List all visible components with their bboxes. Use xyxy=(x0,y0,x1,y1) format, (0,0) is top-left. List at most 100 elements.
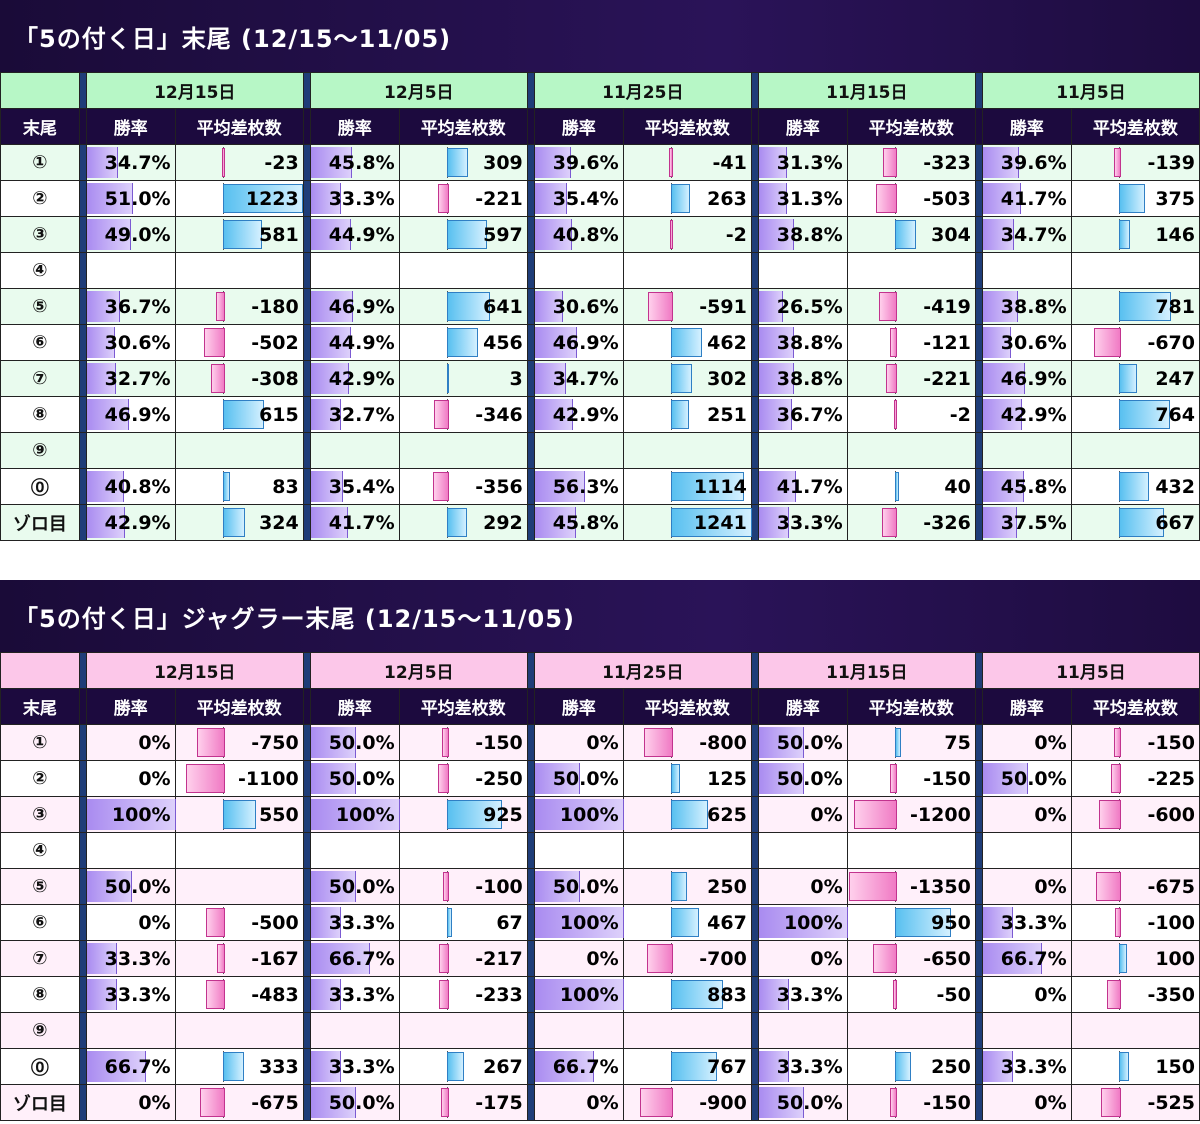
column-separator xyxy=(526,796,535,833)
avg-diff-bar xyxy=(670,364,693,393)
column-separator xyxy=(750,396,759,433)
win-rate-value: 32.7% xyxy=(104,367,171,390)
avg-diff-value: 432 xyxy=(1155,475,1195,498)
avg-diff-value: -180 xyxy=(251,295,299,318)
avg-diff-bar xyxy=(878,292,897,321)
win-rate-bar xyxy=(758,907,848,938)
win-rate-bar xyxy=(310,763,356,794)
win-rate-bar xyxy=(982,291,1018,322)
win-rate-cell: 56.3% xyxy=(533,468,624,505)
win-rate-bar xyxy=(982,471,1025,502)
table-row: ⓪ 40.8% 83 35.4% -356 56.3% 1114 41.7% 40 45.8% 43… xyxy=(0,468,1200,505)
avg-diff-value: -675 xyxy=(1147,875,1195,898)
win-rate-value: 42.9% xyxy=(104,511,171,534)
avg-diff-value: 304 xyxy=(931,223,971,246)
avg-diff-value: 581 xyxy=(259,223,299,246)
column-separator xyxy=(526,216,535,253)
column-separator xyxy=(750,360,759,397)
win-rate-cell: 38.8% xyxy=(757,324,848,361)
column-separator xyxy=(750,72,759,109)
win-rate-value: 0% xyxy=(1034,983,1067,1006)
avg-diff-header: 平均差枚数 xyxy=(174,108,304,145)
avg-diff-cell: -419 xyxy=(846,288,976,325)
avg-diff-value: -221 xyxy=(475,187,523,210)
column-separator xyxy=(750,724,759,761)
win-rate-bar xyxy=(982,219,1015,250)
avg-diff-value: -670 xyxy=(1147,331,1195,354)
date-header: 11月5日 xyxy=(981,652,1200,689)
date-header: 11月15日 xyxy=(757,652,976,689)
win-rate-value: 46.9% xyxy=(328,295,395,318)
avg-diff-value: -700 xyxy=(699,947,747,970)
avg-diff-bar xyxy=(222,184,303,213)
win-rate-value: 30.6% xyxy=(552,295,619,318)
win-rate-value: 38.8% xyxy=(776,367,843,390)
win-rate-value: 0% xyxy=(586,947,619,970)
table-row: ④ xyxy=(0,832,1200,869)
avg-diff-cell xyxy=(846,832,976,869)
win-rate-bar xyxy=(86,183,133,214)
avg-diff-bar xyxy=(669,148,673,177)
avg-diff-value: -23 xyxy=(264,151,299,174)
win-rate-value: 56.3% xyxy=(552,475,619,498)
win-rate-value: 50.0% xyxy=(776,731,843,754)
column-separator xyxy=(526,504,535,541)
avg-diff-cell: 1241 xyxy=(622,504,753,541)
avg-diff-bar xyxy=(446,908,453,937)
avg-diff-bar xyxy=(222,400,265,429)
win-rate-cell: 0% xyxy=(981,868,1072,905)
avg-diff-cell: -900 xyxy=(622,1084,752,1121)
avg-diff-bar xyxy=(185,764,225,793)
column-separator xyxy=(526,868,535,905)
avg-diff-cell: 641 xyxy=(398,288,528,325)
avg-diff-cell xyxy=(846,432,976,469)
section-title: 「5の付く日」末尾 (12/15〜11/05) xyxy=(0,0,1200,72)
column-separator xyxy=(302,108,311,145)
win-rate-value: 33.3% xyxy=(776,983,843,1006)
win-rate-bar xyxy=(86,291,120,322)
win-rate-cell: 50.0% xyxy=(85,868,176,905)
win-rate-value: 32.7% xyxy=(328,403,395,426)
win-rate-value: 30.6% xyxy=(1000,331,1067,354)
avg-diff-bar xyxy=(882,148,897,177)
column-separator xyxy=(750,432,759,469)
avg-diff-cell: -308 xyxy=(174,360,304,397)
avg-diff-bar xyxy=(222,472,230,501)
win-rate-value: 45.8% xyxy=(328,151,395,174)
avg-diff-bar xyxy=(647,944,673,973)
avg-diff-cell xyxy=(846,1012,976,1049)
win-rate-bar xyxy=(86,507,126,538)
win-rate-value: 36.7% xyxy=(776,403,843,426)
win-rate-value: 46.9% xyxy=(552,331,619,354)
win-rate-cell xyxy=(533,1012,624,1049)
avg-diff-cell: -750 xyxy=(174,724,304,761)
avg-diff-bar xyxy=(894,220,917,249)
column-separator xyxy=(526,468,535,505)
win-rate-value: 30.6% xyxy=(104,331,171,354)
win-rate-value: 45.8% xyxy=(552,511,619,534)
win-rate-value: 33.3% xyxy=(328,911,395,934)
win-rate-bar xyxy=(982,327,1011,358)
column-separator xyxy=(526,688,535,725)
avg-diff-value: 146 xyxy=(1155,223,1195,246)
avg-diff-bar xyxy=(670,1052,717,1081)
win-rate-cell: 42.9% xyxy=(309,360,400,397)
column-separator xyxy=(302,396,311,433)
tail-stats-table: 12月15日 12月5日 11月25日 11月15日 11月5日 末尾 勝率 平均差枚数 勝率平… xyxy=(0,72,1200,541)
avg-diff-value: -346 xyxy=(475,403,523,426)
avg-diff-bar xyxy=(446,800,502,829)
avg-diff-value: -2 xyxy=(725,223,747,246)
avg-diff-value: -591 xyxy=(699,295,747,318)
win-rate-bar xyxy=(86,471,124,502)
win-rate-value: 38.8% xyxy=(776,223,843,246)
avg-diff-cell: -225 xyxy=(1070,760,1200,797)
column-separator xyxy=(750,468,759,505)
avg-diff-bar xyxy=(669,220,673,249)
avg-diff-bar xyxy=(440,1088,449,1117)
column-separator xyxy=(78,468,87,505)
avg-diff-cell: -41 xyxy=(622,144,752,181)
avg-diff-bar xyxy=(1118,472,1149,501)
avg-diff-cell: 247 xyxy=(1070,360,1200,397)
avg-diff-bar xyxy=(670,872,687,901)
win-rate-value: 50.0% xyxy=(328,1091,395,1114)
